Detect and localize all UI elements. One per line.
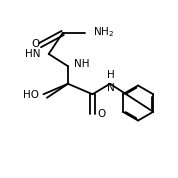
Text: H: H bbox=[107, 70, 115, 80]
Text: O: O bbox=[97, 109, 105, 119]
Text: N: N bbox=[107, 83, 115, 93]
Text: O: O bbox=[32, 39, 40, 49]
Text: NH: NH bbox=[74, 59, 90, 69]
Text: HN: HN bbox=[25, 49, 41, 59]
Text: NH$_2$: NH$_2$ bbox=[93, 25, 114, 39]
Text: HO: HO bbox=[23, 90, 39, 100]
